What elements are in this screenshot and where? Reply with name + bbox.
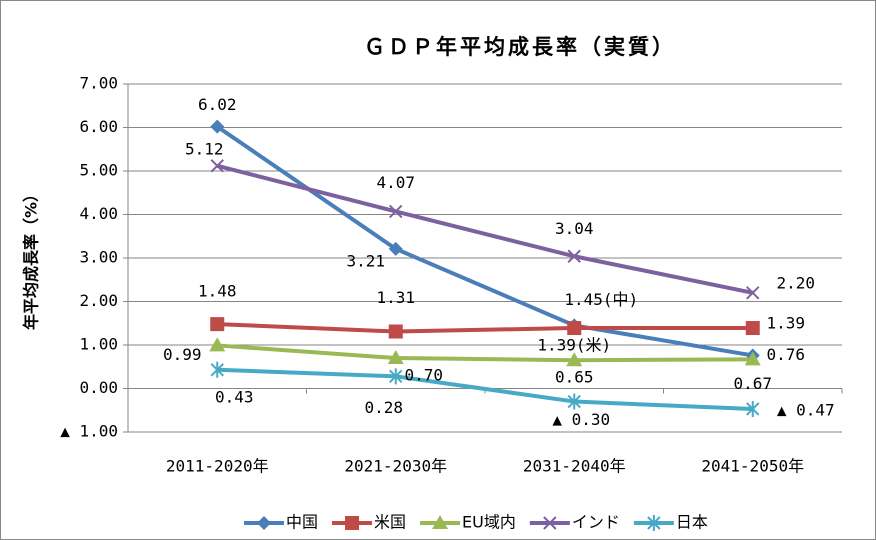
data-label: 0.43 xyxy=(215,387,254,406)
y-tick-label: 4.00 xyxy=(79,204,118,223)
y-tick-label: ▲ 1.00 xyxy=(60,422,118,441)
data-point xyxy=(388,241,403,256)
data-point xyxy=(387,350,404,365)
data-point xyxy=(389,204,403,219)
y-tick-label: 0.00 xyxy=(79,378,118,397)
legend-marker xyxy=(257,516,271,530)
data-label: ▲ 0.47 xyxy=(777,400,835,419)
y-tick-label: 1.00 xyxy=(79,335,118,354)
data-point xyxy=(210,159,224,173)
legend-marker xyxy=(432,515,449,529)
data-point xyxy=(210,361,224,378)
x-tick-label: 2031-2040年 xyxy=(523,457,626,476)
legend-label: 米国 xyxy=(374,513,406,532)
legend-item: 中国 xyxy=(244,513,318,532)
x-tick-label: 2011-2020年 xyxy=(166,457,269,476)
data-label: 5.12 xyxy=(185,139,224,158)
y-tick-label: 7.00 xyxy=(79,74,118,93)
data-point xyxy=(210,317,225,332)
y-tick-label: 6.00 xyxy=(79,117,118,136)
data-label: 4.07 xyxy=(376,173,415,192)
data-label: 0.99 xyxy=(163,345,202,364)
data-label: 1.48 xyxy=(198,282,237,301)
data-point xyxy=(746,400,760,417)
data-label: 1.31 xyxy=(376,288,415,307)
legend-item: インド xyxy=(529,513,620,532)
x-tick-label: 2041-2050年 xyxy=(701,457,804,476)
data-point xyxy=(567,249,581,263)
data-label: 1.39(米) xyxy=(537,336,611,355)
data-point xyxy=(746,286,760,300)
data-label: 1.39 xyxy=(766,314,805,333)
legend-label: インド xyxy=(572,513,620,532)
y-axis-title: 年平均成長率（%） xyxy=(22,186,41,330)
x-tick-label: 2021-2030年 xyxy=(344,457,447,476)
data-point xyxy=(389,368,403,385)
data-label: 0.65 xyxy=(555,368,594,387)
data-label: 2.20 xyxy=(776,273,815,292)
series-line xyxy=(217,343,753,363)
legend-item: 米国 xyxy=(332,513,406,532)
y-tick-label: 2.00 xyxy=(79,291,118,310)
series-line xyxy=(217,367,753,411)
data-point xyxy=(566,352,583,367)
legend-marker xyxy=(345,516,360,530)
data-label: 0.28 xyxy=(364,398,403,417)
data-point xyxy=(210,119,225,134)
data-label: ▲ 0.30 xyxy=(552,410,610,429)
legend-label: EU域内 xyxy=(462,513,516,532)
legend-label: 中国 xyxy=(286,513,318,532)
data-label: 0.70 xyxy=(404,366,443,385)
y-tick-label: 3.00 xyxy=(79,248,118,267)
data-label: 0.67 xyxy=(733,374,772,393)
data-label: 3.04 xyxy=(555,219,594,238)
data-point xyxy=(567,393,581,410)
chart-title: ＧＤＰ年平均成長率（実質） xyxy=(364,35,676,59)
legend-item: 日本 xyxy=(633,513,708,532)
series-line xyxy=(217,322,753,334)
legend-marker xyxy=(647,515,661,531)
data-label: 6.02 xyxy=(198,95,237,114)
legend-label: 日本 xyxy=(676,513,708,532)
data-label: 3.21 xyxy=(346,251,385,270)
legend-marker xyxy=(543,516,557,530)
legend-item: EU域内 xyxy=(420,513,516,532)
y-tick-label: 5.00 xyxy=(79,161,118,180)
series-line xyxy=(216,163,754,295)
data-point xyxy=(388,324,403,339)
data-point xyxy=(744,351,761,366)
data-label: 1.45(中) xyxy=(564,290,638,309)
data-point xyxy=(567,321,582,336)
data-label: 0.76 xyxy=(766,345,805,364)
data-point xyxy=(209,337,226,352)
data-point xyxy=(745,321,760,336)
